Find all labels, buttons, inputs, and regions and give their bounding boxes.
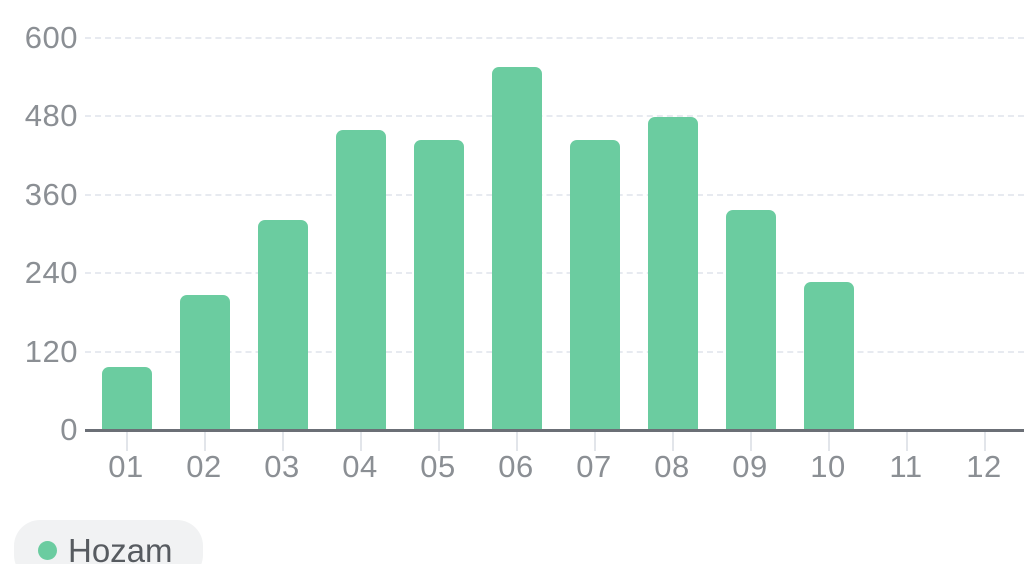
- x-axis-tick-mark: [672, 432, 674, 451]
- x-axis-tick-label: 08: [654, 449, 690, 484]
- x-axis-line: [85, 429, 1024, 432]
- x-axis-tick-label: 07: [576, 449, 612, 484]
- x-axis-tick-mark: [204, 432, 206, 451]
- bar-07[interactable]: [570, 140, 620, 430]
- x-axis-tick-label: 05: [420, 449, 456, 484]
- x-axis-tick-mark: [750, 432, 752, 451]
- x-axis-tick-label: 02: [186, 449, 222, 484]
- x-axis-tick-label: 09: [732, 449, 768, 484]
- y-axis-tick-label: 120: [24, 334, 78, 369]
- x-axis-tick-mark: [828, 432, 830, 451]
- bar-10[interactable]: [804, 282, 854, 430]
- bar-01[interactable]: [102, 367, 152, 430]
- y-axis-tick-label: 600: [24, 20, 78, 55]
- x-axis-tick-label: 12: [966, 449, 1002, 484]
- y-axis: 600 480 360 240 120 0: [0, 0, 78, 564]
- x-axis-tick-label: 01: [108, 449, 144, 484]
- chart-legend[interactable]: Hozam: [14, 520, 203, 564]
- bar-04[interactable]: [336, 130, 386, 430]
- bar-06[interactable]: [492, 67, 542, 430]
- x-axis-tick-mark: [984, 432, 986, 451]
- x-axis-tick-label: 06: [498, 449, 534, 484]
- gridline-240: [85, 272, 1024, 274]
- x-axis-tick-label: 10: [810, 449, 846, 484]
- x-axis-tick-mark: [360, 432, 362, 451]
- legend-dot-icon: [38, 541, 57, 560]
- x-axis-tick-label: 04: [342, 449, 378, 484]
- y-axis-tick-label: 360: [24, 177, 78, 212]
- y-axis-tick-label: 480: [24, 98, 78, 133]
- x-axis-tick-mark: [516, 432, 518, 451]
- x-axis-tick-label: 11: [889, 449, 923, 484]
- gridline-360: [85, 194, 1024, 196]
- legend-item-label: Hozam: [68, 532, 173, 564]
- bar-05[interactable]: [414, 140, 464, 430]
- x-axis-tick-mark: [282, 432, 284, 451]
- bar-08[interactable]: [648, 117, 698, 430]
- gridline-120: [85, 351, 1024, 353]
- bar-02[interactable]: [180, 295, 230, 430]
- x-axis-tick-mark: [126, 432, 128, 451]
- gridline-480: [85, 115, 1024, 117]
- y-axis-tick-label: 0: [60, 412, 78, 447]
- x-axis-tick-mark: [594, 432, 596, 451]
- bar-09[interactable]: [726, 210, 776, 430]
- x-axis-tick-label: 03: [264, 449, 300, 484]
- x-axis-tick-mark: [906, 432, 908, 451]
- bar-03[interactable]: [258, 220, 308, 430]
- x-axis-tick-mark: [438, 432, 440, 451]
- y-axis-tick-label: 240: [24, 255, 78, 290]
- gridline-600: [85, 37, 1024, 39]
